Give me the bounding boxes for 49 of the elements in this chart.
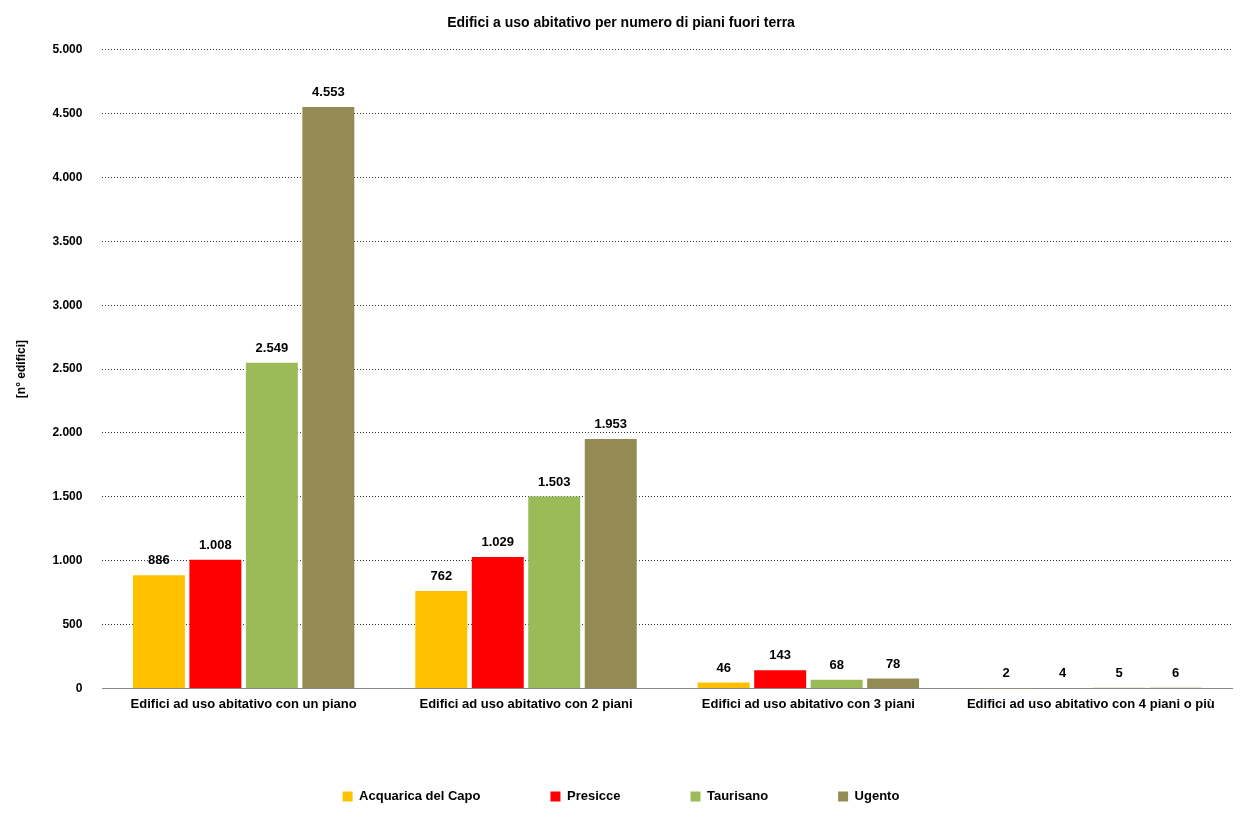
data-label: 78 — [885, 655, 901, 671]
data-label: 2.549 — [255, 339, 289, 355]
bar — [415, 591, 468, 688]
y-tick-label: 1.000 — [52, 552, 83, 567]
bar — [189, 559, 242, 688]
data-label: 5 — [1115, 664, 1123, 680]
data-label: 68 — [829, 656, 844, 672]
bar — [584, 438, 637, 688]
bar — [528, 496, 581, 688]
legend-label: Presicce — [566, 788, 621, 804]
x-tick-label: Edifici ad uso abitativo con 2 piani — [419, 695, 633, 711]
y-tick-label: 0 — [75, 680, 83, 695]
bar — [810, 679, 863, 688]
data-label: 6 — [1171, 664, 1180, 680]
bar — [471, 556, 524, 688]
x-tick-label: Edifici ad uso abitativo con 4 piani o più — [966, 695, 1215, 711]
data-label: 886 — [148, 552, 170, 568]
data-label: 4 — [1058, 664, 1067, 680]
y-tick-label: 5.000 — [52, 42, 83, 57]
legend-label: Taurisano — [706, 788, 769, 804]
bar — [302, 106, 355, 688]
data-label: 143 — [769, 647, 792, 663]
bar — [245, 362, 298, 688]
y-tick-label: 3.500 — [52, 233, 83, 248]
y-tick-label: 3.000 — [52, 297, 83, 312]
bar — [754, 670, 807, 688]
data-label: 1.008 — [199, 536, 232, 552]
chart-title: Edifici a uso abitativo per numero di piani fuori terra — [447, 14, 796, 31]
data-label: 1.029 — [481, 534, 515, 550]
y-tick-label: 4.500 — [52, 105, 83, 120]
x-tick-label: Edifici ad uso abitativo con 3 piani — [701, 695, 915, 711]
legend-label: Ugento — [854, 788, 900, 804]
bar — [867, 678, 920, 688]
data-label: 46 — [716, 659, 731, 675]
y-tick-label: 4.000 — [52, 169, 83, 184]
y-tick-label: 2.000 — [52, 425, 83, 440]
data-label: 4.553 — [312, 83, 345, 99]
data-label: 1.503 — [537, 473, 571, 489]
y-tick-label: 500 — [62, 616, 83, 631]
y-tick-label: 2.500 — [52, 361, 83, 376]
x-tick-label: Edifici ad uso abitativo con un piano — [130, 695, 357, 711]
legend-label: Acquarica del Capo — [359, 788, 481, 804]
y-axis-title: [n° edifici] — [13, 340, 28, 399]
bar — [132, 575, 185, 688]
y-tick-label: 1.500 — [52, 489, 83, 504]
data-label: 1.953 — [594, 416, 628, 432]
bar — [697, 682, 750, 688]
data-label: 2 — [1002, 665, 1010, 681]
data-label: 762 — [430, 568, 453, 584]
